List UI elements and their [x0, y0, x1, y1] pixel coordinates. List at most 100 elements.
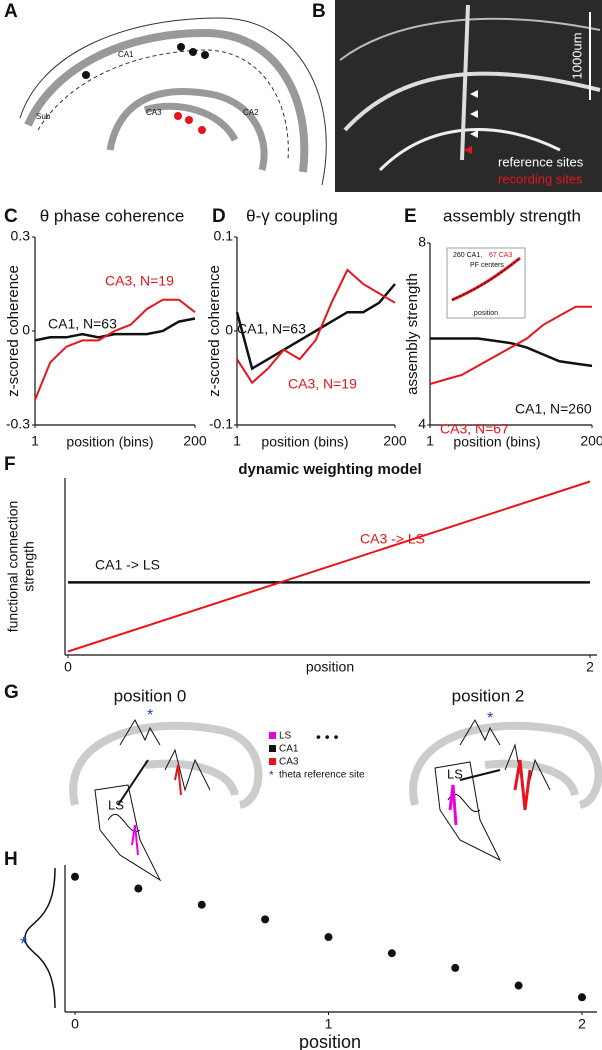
ls-outline [94, 784, 162, 882]
site [82, 71, 90, 79]
point [134, 884, 143, 893]
trace [164, 748, 211, 792]
hippocampus [69, 721, 263, 809]
x-tick-label: 2 [586, 659, 594, 675]
trace [513, 759, 532, 811]
region-label: Sub [36, 112, 51, 121]
x-tick-label: 2 [578, 1016, 586, 1032]
x-tick-label: 1 [31, 433, 39, 449]
x-axis-label: position [306, 659, 354, 675]
panel-letter: E [404, 206, 417, 227]
series-label: CA3, N=19 [105, 273, 174, 289]
point [578, 993, 586, 1002]
hippocampus [409, 721, 602, 809]
region-label: CA3 [146, 108, 162, 117]
site [185, 116, 193, 124]
legend-label: CA1 [279, 744, 299, 755]
panel-letter: A [4, 1, 18, 22]
legend-label: recording sites [498, 171, 583, 186]
electrode-track [460, 4, 470, 161]
ellipsis: • • • [316, 729, 339, 745]
line [429, 305, 592, 385]
line [34, 298, 196, 401]
diagram-title: position 2 [452, 686, 525, 705]
point [387, 949, 396, 958]
trace [448, 784, 458, 826]
region-label: LS [447, 766, 463, 781]
outline [19, 17, 327, 186]
x-tick-label: 200 [183, 433, 207, 449]
arrowhead [470, 110, 478, 118]
site [177, 43, 185, 51]
annotation: * [20, 934, 27, 954]
site [198, 126, 206, 134]
tissue [339, 17, 601, 61]
y-tick-label: -0.3 [6, 416, 30, 432]
line [34, 317, 196, 342]
y-tick-label: 0 [225, 322, 233, 338]
panel-letter: C [4, 206, 18, 227]
trace [459, 718, 501, 746]
legend-label: theta reference site [279, 770, 365, 781]
star: * [487, 710, 493, 727]
y-tick-label: 0.1 [214, 228, 234, 244]
inset-trend [451, 257, 521, 301]
region-label: CA1 [118, 50, 134, 59]
y-tick-label: 8 [418, 234, 426, 250]
x-tick-label: 0 [71, 1016, 79, 1032]
series-label: CA1 -> LS [95, 557, 160, 573]
x-axis-label: position (bins) [66, 434, 153, 450]
line [67, 480, 591, 653]
x-tick-label: 0 [64, 659, 72, 675]
fissure [37, 49, 289, 161]
chart-title: θ-γ coupling [246, 206, 338, 225]
legend-star: * [269, 768, 274, 782]
region-label: LS [108, 797, 124, 812]
x-tick-label: 1 [325, 1016, 333, 1032]
tissue [378, 128, 561, 172]
arrowhead [464, 146, 472, 154]
y-axis-label: functional connection [5, 501, 21, 633]
x-tick-label: 200 [383, 433, 407, 449]
hippocampus [484, 759, 579, 797]
arrowhead [470, 130, 478, 138]
chart-title: assembly strength [443, 206, 581, 225]
y-axis-label: assembly strength [404, 273, 421, 395]
legend-swatch [269, 745, 276, 752]
scale-label: 1000um [569, 33, 584, 80]
line [430, 337, 593, 368]
site [189, 48, 197, 56]
series-label: CA1, N=63 [237, 321, 306, 337]
x-axis-label: position (bins) [453, 434, 540, 450]
dg-layer [143, 102, 239, 142]
x-axis-label: position [299, 1032, 361, 1050]
arrowhead [470, 90, 478, 98]
inset-label: 67 CA3 [489, 252, 512, 259]
y-axis-label: strength [21, 541, 37, 592]
series-label: CA3, N=67 [440, 421, 509, 437]
ls-outline [434, 761, 502, 862]
series-label: CA3 -> LS [360, 531, 425, 547]
site [201, 51, 209, 59]
star: * [147, 707, 153, 724]
diagram-title: position 0 [114, 686, 187, 705]
site [174, 112, 182, 120]
x-tick-label: 200 [580, 433, 602, 449]
legend-label: reference sites [498, 154, 584, 169]
chart-title: dynamic weighting model [238, 461, 421, 478]
chart-title: θ phase coherence [40, 206, 185, 225]
inset-label: PF centers [470, 262, 504, 269]
legend-label: CA3 [279, 757, 299, 768]
legend-swatch [269, 732, 276, 739]
line [236, 268, 396, 385]
y-tick-label: 0 [22, 322, 30, 338]
trace [119, 718, 161, 746]
series-label: CA1, N=260 [515, 401, 592, 417]
y-tick-label: -0.1 [209, 416, 233, 432]
line [235, 283, 396, 371]
connection [459, 769, 501, 781]
panel-letter: F [4, 454, 16, 475]
y-tick-label: 0.3 [11, 228, 31, 244]
